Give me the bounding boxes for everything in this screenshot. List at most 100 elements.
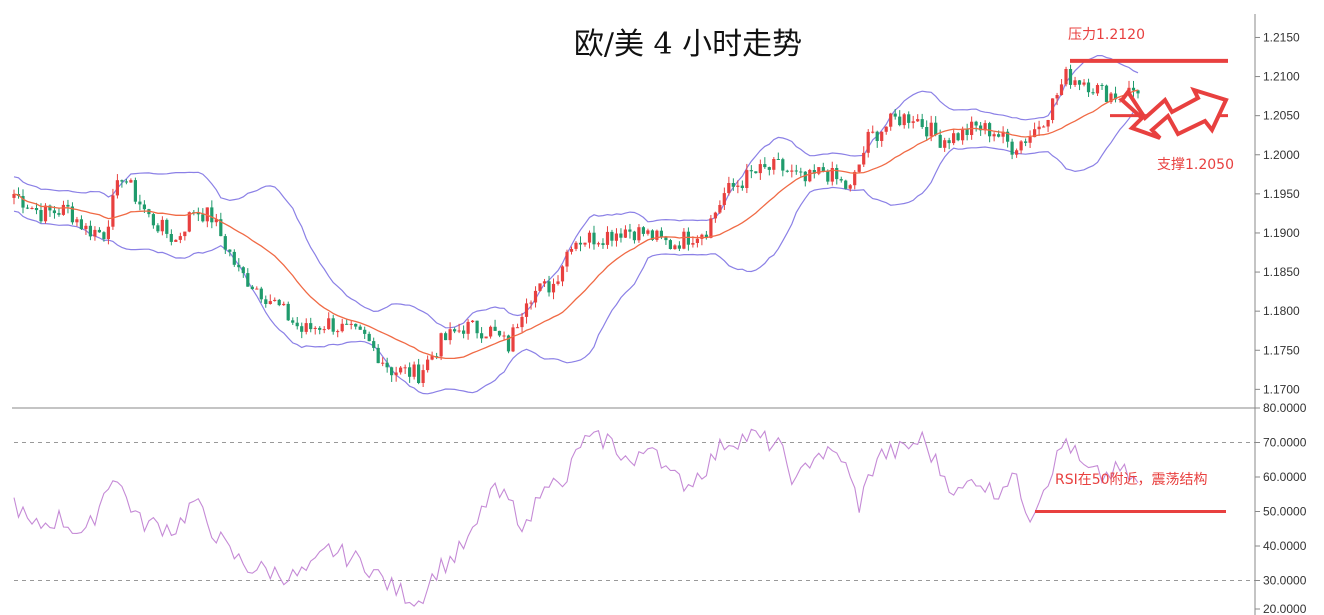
middle-band (13, 89, 1139, 360)
candle (421, 364, 425, 388)
candle (1086, 78, 1091, 97)
candle (1010, 138, 1014, 160)
candle (916, 114, 920, 122)
candle (358, 324, 362, 330)
candle (147, 208, 151, 218)
candle (88, 220, 92, 241)
candle (547, 275, 551, 297)
candle (605, 226, 610, 249)
candle (511, 324, 515, 353)
candle (169, 229, 173, 246)
candle (515, 323, 520, 329)
rsi-note-label: RSI在50附近，震荡结构 (1055, 472, 1208, 488)
candle (277, 298, 281, 307)
candle (282, 301, 286, 306)
candle (295, 316, 299, 330)
candle (691, 236, 695, 248)
price-tick-label: 1.1750 (1263, 343, 1300, 357)
candle (934, 116, 938, 137)
candle (767, 166, 771, 176)
rsi-tick-label: 20.0000 (1263, 602, 1307, 615)
candle (129, 178, 133, 183)
candle (749, 165, 753, 179)
candle (578, 236, 583, 252)
candle (736, 180, 740, 194)
candle (70, 202, 74, 225)
candle (1109, 91, 1113, 104)
candle (1077, 79, 1082, 91)
rsi-line (13, 428, 1226, 607)
candle (457, 323, 461, 334)
candle (349, 320, 353, 330)
candle (336, 329, 340, 338)
candle (1104, 84, 1109, 103)
candle (97, 227, 101, 233)
candle (857, 164, 861, 174)
candle (273, 297, 277, 302)
price-tick-label: 1.1950 (1263, 187, 1300, 201)
candle (889, 112, 893, 131)
candle (1131, 80, 1136, 97)
candle (880, 131, 884, 147)
candle (983, 120, 987, 135)
candle (471, 320, 475, 323)
candle (12, 189, 16, 205)
candle (304, 318, 308, 335)
candle (453, 327, 457, 334)
candle (718, 200, 722, 214)
candle (1042, 125, 1046, 128)
candle (641, 226, 645, 237)
candlesticks (12, 64, 1140, 388)
candle (754, 171, 758, 174)
candle (974, 120, 978, 132)
candle (502, 331, 506, 340)
candle (871, 125, 875, 134)
candle (484, 336, 488, 339)
candle (390, 366, 394, 382)
candle (524, 298, 529, 324)
candle (533, 286, 538, 308)
chart-title: 欧/美 4 小时走势 (574, 27, 802, 62)
candle (700, 233, 704, 246)
candle (614, 228, 618, 247)
price-panel (12, 54, 1228, 395)
candle (246, 268, 250, 287)
candle (862, 146, 866, 168)
candle (965, 123, 969, 141)
candle (925, 120, 929, 141)
candle (1055, 92, 1059, 106)
candle (264, 295, 268, 308)
candle (497, 330, 502, 338)
candle (943, 137, 947, 152)
candle (165, 218, 169, 239)
candle (1006, 128, 1010, 148)
candle (952, 129, 956, 146)
candle (812, 164, 816, 179)
candle (668, 238, 672, 250)
candle (1001, 126, 1005, 144)
candle (394, 366, 398, 382)
candle (1082, 79, 1086, 87)
candle (57, 208, 61, 217)
zigzag-arrow-icon (1119, 86, 1229, 140)
candle (313, 326, 317, 335)
candle (1113, 86, 1118, 103)
candle (1015, 148, 1019, 158)
candle (106, 220, 110, 245)
candle (408, 362, 412, 383)
candle (902, 112, 906, 129)
rsi-polyline (13, 428, 1139, 607)
candle (205, 207, 209, 228)
candle (848, 183, 852, 192)
price-tick-label: 1.2100 (1263, 70, 1300, 84)
candle (241, 266, 245, 278)
candle (628, 223, 632, 239)
candle (1073, 76, 1077, 87)
candle (565, 249, 569, 273)
candle (596, 241, 601, 247)
candle (1046, 119, 1050, 133)
candle (1033, 122, 1037, 138)
candle (84, 223, 88, 235)
candle (232, 249, 236, 267)
